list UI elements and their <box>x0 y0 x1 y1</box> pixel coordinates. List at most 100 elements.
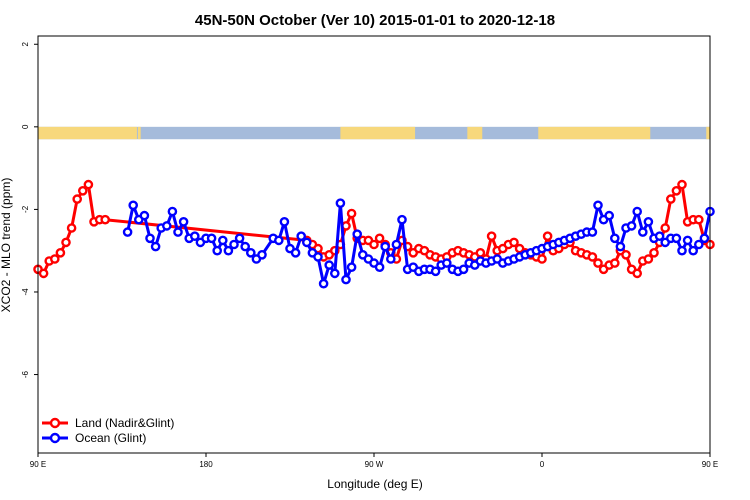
series-0-point <box>632 268 643 279</box>
series-1-point <box>167 206 178 217</box>
series-1-point <box>441 258 452 268</box>
series-0-point <box>621 249 631 260</box>
strip-land-0 <box>38 126 137 140</box>
series-1-point <box>206 233 217 244</box>
series-0-point <box>50 254 60 264</box>
strip-land-4 <box>538 126 651 140</box>
series-1-point <box>324 260 335 270</box>
series-0-point <box>509 237 519 248</box>
series-1-point <box>273 235 284 246</box>
x-axis-label: Longitude (deg E) <box>327 477 422 491</box>
axes: 90 E 180 90 W 0 90 E 2 0 -2 -4 -6 <box>21 35 718 469</box>
series-1-point <box>178 216 189 227</box>
series-layer <box>33 179 715 289</box>
strip-land-5 <box>706 126 710 140</box>
series-1-point <box>229 239 239 250</box>
series-0-point <box>677 179 687 190</box>
y-tick-label: -6 <box>21 370 30 378</box>
series-1-point <box>593 200 603 211</box>
series-1-point <box>604 210 615 221</box>
series-1-point <box>329 268 340 279</box>
series-1-point <box>610 233 620 244</box>
series-1-point <box>643 216 654 227</box>
series-0-point <box>346 208 357 219</box>
series-0-point <box>649 247 659 258</box>
x-tick-label: 90 E <box>702 460 718 469</box>
series-1-point <box>301 237 312 248</box>
x-tick-label: 90 W <box>365 460 384 469</box>
series-1-point <box>145 233 155 244</box>
series-0-point <box>486 231 497 241</box>
series-0-point <box>542 231 553 241</box>
series-1-point <box>217 235 228 246</box>
series-1-point <box>245 247 256 258</box>
series-1-point <box>638 227 648 237</box>
y-axis-label: XCO2 - MLO trend (ppm) <box>0 178 13 313</box>
series-1-point <box>290 247 301 258</box>
series-0 <box>33 179 715 279</box>
legend-marker-1 <box>49 432 61 444</box>
series-1-point <box>632 206 643 217</box>
series-1-point <box>161 221 172 231</box>
series-1-point <box>682 235 693 246</box>
x-tick-label: 180 <box>199 460 213 469</box>
y-tick-label: -2 <box>21 205 30 213</box>
series-1-point <box>223 245 234 256</box>
series-1-point <box>587 227 598 237</box>
series-1-point <box>128 200 138 211</box>
series-0-point <box>55 247 66 258</box>
series-1-point <box>279 216 290 227</box>
surface-strip <box>38 126 710 140</box>
series-0-point <box>374 233 385 244</box>
series-1-point <box>430 266 441 277</box>
series-1-point <box>173 227 183 237</box>
series-0-point <box>660 223 671 233</box>
series-1-point <box>688 245 699 256</box>
series-0-point <box>78 185 88 196</box>
series-1-point <box>335 198 346 208</box>
series-0-point <box>643 254 654 264</box>
series-0-point <box>83 179 94 190</box>
series-1-point <box>385 254 396 264</box>
series-0-point <box>671 185 682 196</box>
series-1-point <box>374 262 385 273</box>
series-0-point <box>610 258 620 268</box>
series-0-point <box>61 237 71 248</box>
series-1-point <box>212 245 222 256</box>
series-1-point <box>341 274 351 285</box>
series-1-point <box>699 233 710 244</box>
series-1-point <box>346 262 357 273</box>
series-0-point <box>537 254 547 264</box>
series-0-point <box>66 223 77 233</box>
series-1-point <box>234 233 245 244</box>
series-1-point <box>694 239 704 250</box>
series-1-point <box>240 241 250 252</box>
legend-label-0: Land (Nadir&Glint) <box>75 416 174 430</box>
y-tick-label: 0 <box>21 124 30 129</box>
series-1-point <box>189 231 200 241</box>
series-1-point <box>391 239 402 250</box>
series-1-point <box>615 241 626 252</box>
x-tick-label: 0 <box>540 460 545 469</box>
series-1-point <box>257 249 267 260</box>
legend: Land (Nadir&Glint)Ocean (Glint) <box>42 416 174 445</box>
strip-land-1 <box>137 126 141 140</box>
series-1-point <box>654 231 665 241</box>
series-0-point <box>369 239 379 250</box>
series-1-point <box>352 229 363 239</box>
series-1-point <box>139 210 150 221</box>
series-0-point <box>593 258 603 268</box>
x-tick-label: 90 E <box>30 460 46 469</box>
series-0-point <box>38 268 49 279</box>
series-1-point <box>318 278 329 289</box>
series-0-point <box>694 214 704 225</box>
series-1-point <box>397 214 407 225</box>
series-1-point <box>458 264 469 275</box>
legend-marker-0 <box>49 417 61 429</box>
series-1-point <box>626 221 637 231</box>
series-0-point <box>100 214 110 225</box>
series-0-point <box>587 252 598 262</box>
strip-land-2 <box>340 126 416 140</box>
y-tick-label: 2 <box>21 41 30 46</box>
